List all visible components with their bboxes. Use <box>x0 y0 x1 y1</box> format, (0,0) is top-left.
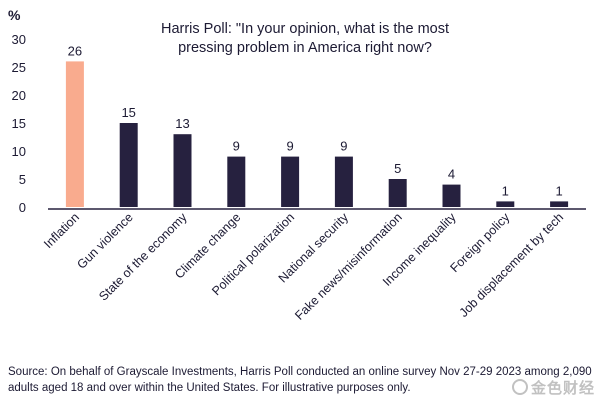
data-label: 26 <box>68 43 82 58</box>
bar <box>388 179 407 207</box>
watermark-logo-icon <box>512 379 528 395</box>
y-tick-label: 25 <box>12 60 26 75</box>
bar-chart: % Harris Poll: "In your opinion, what is… <box>8 7 586 323</box>
category-label: Job displacement by tech <box>457 210 567 320</box>
y-axis-ticks: 0 5 10 15 20 25 30 <box>12 32 26 215</box>
bar <box>334 156 353 207</box>
data-label: 9 <box>340 139 347 154</box>
bar <box>173 134 192 207</box>
category-label: Fake news/misinformation <box>292 210 405 323</box>
data-label: 9 <box>233 139 240 154</box>
data-label: 15 <box>121 105 135 120</box>
category-label: Inflation <box>41 210 82 251</box>
category-label: State of the economy <box>96 210 190 304</box>
watermark-text: 金色财经 <box>531 379 596 397</box>
bar <box>550 201 569 207</box>
y-axis-label: % <box>8 7 21 23</box>
bars <box>65 61 569 208</box>
source-note: Source: On behalf of Grayscale Investmen… <box>8 366 592 394</box>
bar <box>119 123 138 207</box>
y-tick-label: 10 <box>12 144 26 159</box>
data-label: 13 <box>175 116 189 131</box>
y-tick-label: 0 <box>19 200 26 215</box>
y-tick-label: 20 <box>12 88 26 103</box>
data-label: 4 <box>448 167 455 182</box>
data-label: 1 <box>502 183 509 198</box>
data-label: 9 <box>286 139 293 154</box>
y-tick-label: 5 <box>19 172 26 187</box>
bar <box>442 184 461 207</box>
chart-title-line-2: pressing problem in America right now? <box>178 40 432 56</box>
data-label: 1 <box>555 183 562 198</box>
bar <box>227 156 246 207</box>
y-tick-label: 15 <box>12 116 26 131</box>
y-tick-label: 30 <box>12 32 26 47</box>
bar <box>281 156 300 207</box>
bar <box>496 201 515 207</box>
data-label: 5 <box>394 161 401 176</box>
bar <box>65 61 84 208</box>
chart-title-line-1: Harris Poll: "In your opinion, what is t… <box>161 21 449 37</box>
watermark: 金色财经 <box>512 372 596 402</box>
value-labels: 26 15 13 9 9 9 5 4 1 1 <box>68 43 563 198</box>
